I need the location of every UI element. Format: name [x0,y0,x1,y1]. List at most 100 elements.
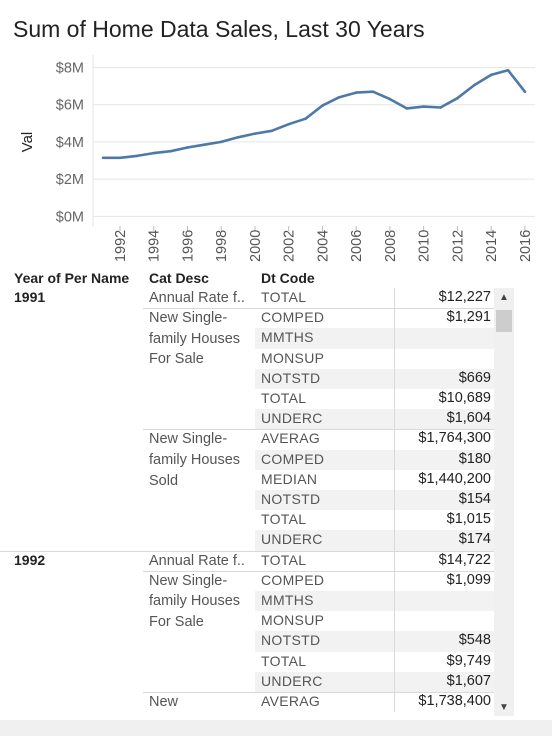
value-cell[interactable]: $154 [458,491,491,507]
data-point[interactable] [253,132,257,135]
data-point[interactable] [405,107,409,110]
bottom-strip [0,720,552,736]
x-tick-label: 2000 [248,230,264,262]
x-tick-label: 2016 [518,230,534,262]
data-point[interactable] [118,156,122,160]
data-point[interactable] [439,106,442,109]
data-point[interactable] [422,105,425,108]
dt-code-cell[interactable]: UNDERC [261,531,323,548]
data-point[interactable] [304,117,307,120]
value-cell[interactable]: $1,440,200 [418,470,491,487]
dt-code-cell[interactable]: COMPED [261,571,325,588]
dt-code-cell[interactable]: COMPED [261,450,325,467]
data-point[interactable] [101,156,105,160]
value-cell[interactable]: $9,749 [446,652,491,669]
cat-desc-label[interactable]: Annual Rate f.. [149,552,245,569]
dt-code-cell[interactable]: TOTAL [261,652,307,669]
year-label[interactable]: 1991 [14,289,46,305]
category-separator [143,429,495,431]
data-point[interactable] [388,97,392,101]
dt-code-cell[interactable]: TOTAL [261,551,307,568]
dt-code-cell[interactable]: TOTAL [261,390,307,406]
chart-title: Sum of Home Data Sales, Last 30 Years [13,16,425,42]
dt-code-cell[interactable]: MMTHS [261,592,314,608]
value-cell[interactable]: $1,291 [446,309,491,326]
vertical-scrollbar[interactable]: ▲ ▼ [494,288,514,716]
header-year[interactable]: Year of Per Name [14,270,130,286]
data-point[interactable] [169,149,172,153]
dt-code-cell[interactable]: NOTSTD [261,369,321,386]
data-point[interactable] [489,73,493,77]
data-point[interactable] [203,143,206,147]
dt-code-cell[interactable]: TOTAL [261,289,307,305]
x-tick-label: 2014 [484,230,500,262]
row-band [255,490,494,511]
dt-code-cell[interactable]: MMTHS [261,329,314,346]
data-point[interactable] [236,135,240,139]
x-tick-label: 1998 [214,230,230,262]
dt-code-cell[interactable]: NOTSTD [261,491,321,507]
value-cell[interactable]: $10,689 [438,390,491,406]
cat-desc-label[interactable]: New Single-family Houses Sold [149,431,241,489]
header-cat-desc[interactable]: Cat Desc [149,270,209,286]
dt-code-cell[interactable]: AVERAG [261,430,321,447]
y-tick-label: $6M [56,98,84,114]
dt-code-cell[interactable]: MONSUP [261,612,325,629]
value-cell[interactable]: $1,764,300 [418,430,491,447]
data-point[interactable] [506,68,510,72]
x-tick-label: 2004 [315,230,331,262]
value-cell[interactable]: $1,607 [446,672,491,689]
dt-code-cell[interactable]: COMPED [261,309,325,326]
row-band [255,328,494,349]
series-line[interactable] [101,68,527,160]
cat-desc-label[interactable]: Annual Rate f.. [149,290,245,306]
line-chart: $0M $2M $4M $6M $8M 1992 1994 1996 1998 2000 2002… [19,55,535,262]
data-point[interactable] [152,151,156,155]
data-point[interactable] [523,90,527,93]
dt-code-cell[interactable]: NOTSTD [261,632,321,649]
value-cell[interactable]: $1,015 [446,511,491,528]
value-cell[interactable]: $12,227 [438,289,491,305]
category-separator [143,692,495,693]
value-cell[interactable]: $1,099 [446,571,491,588]
data-point[interactable] [354,91,358,94]
cat-desc-label[interactable]: New Single-family Houses For Sale [149,310,241,368]
data-point[interactable] [472,83,476,87]
cat-desc-label[interactable]: New [149,694,179,710]
scroll-down-icon[interactable]: ▼ [499,702,509,713]
y-axis-label: Val [19,132,36,153]
x-tick-label: 2012 [450,230,466,262]
cat-desc-label[interactable]: New Single-family Houses For Sale [149,572,241,630]
value-cell[interactable]: $1,604 [446,410,491,427]
value-cell[interactable]: $1,738,400 [418,693,491,709]
data-point[interactable] [186,146,189,149]
x-tick-label: 1996 [180,230,196,262]
dt-code-cell[interactable]: UNDERC [261,410,323,427]
category-separator [143,308,495,310]
dt-code-cell[interactable]: MONSUP [261,349,325,366]
data-point[interactable] [287,122,290,126]
data-point[interactable] [321,104,324,107]
value-cell[interactable]: $14,722 [438,551,491,568]
gridlines [92,55,535,227]
dt-code-cell[interactable]: UNDERC [261,672,323,689]
value-cell[interactable]: $548 [458,632,491,649]
data-point[interactable] [270,129,274,133]
data-point[interactable] [456,96,459,100]
scroll-thumb[interactable] [496,310,512,332]
scroll-up-icon[interactable]: ▲ [499,292,509,303]
dt-code-cell[interactable]: TOTAL [261,511,307,528]
dt-code-cell[interactable]: MEDIAN [261,470,318,487]
category-separator [143,570,495,572]
data-point[interactable] [371,90,375,93]
data-point[interactable] [338,95,341,99]
data-point[interactable] [135,154,139,158]
header-dt-code[interactable]: Dt Code [261,270,315,286]
data-point[interactable] [219,140,223,144]
value-cell[interactable]: $180 [458,450,491,467]
dt-code-cell[interactable]: AVERAG [261,693,321,709]
year-label[interactable]: 1992 [14,551,46,568]
x-tick-label: 1992 [113,230,129,262]
value-cell[interactable]: $669 [458,369,491,386]
value-cell[interactable]: $174 [458,531,491,548]
